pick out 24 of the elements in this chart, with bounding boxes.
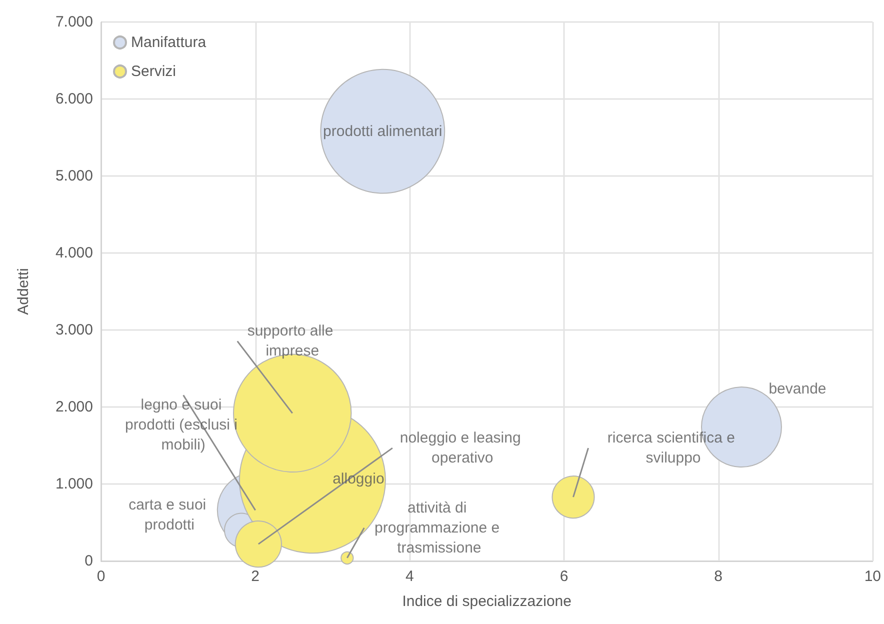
y-tick-label: 5.000 <box>55 168 93 184</box>
annotation: attività di programmazione e trasmissione <box>374 499 504 556</box>
x-tick-label: 6 <box>560 568 568 585</box>
y-tick-label: 1.000 <box>55 476 93 492</box>
x-tick-label: 2 <box>251 568 260 585</box>
annotation: carta e suoi prodotti <box>128 496 210 534</box>
x-tick-label: 4 <box>405 568 414 585</box>
annotation: bevande <box>768 380 826 398</box>
x-tick-label: 10 <box>864 568 881 585</box>
y-tick-label: 3.000 <box>55 322 93 338</box>
y-tick-label: 0 <box>84 552 93 570</box>
y-tick-label: 7.000 <box>55 14 93 30</box>
x-axis-title: Indice di specializzazione <box>402 593 572 610</box>
x-tick-label: 0 <box>96 568 106 585</box>
annotation: noleggio e leasing operativo <box>400 430 525 467</box>
y-axis-title: Addetti <box>15 268 32 315</box>
x-tick-label: 8 <box>714 568 722 585</box>
y-tick-label: 4.000 <box>55 244 93 262</box>
legend-label: Servizi <box>131 63 176 80</box>
y-tick-label: 2.000 <box>55 398 93 416</box>
annotation: prodotti alimentari <box>323 122 442 140</box>
annotation: supporto alle imprese <box>247 322 338 360</box>
legend-label: Manifattura <box>131 34 207 51</box>
y-tick-label: 6.000 <box>55 90 93 108</box>
